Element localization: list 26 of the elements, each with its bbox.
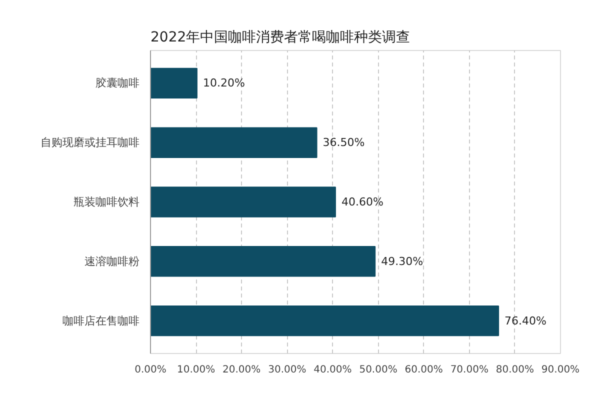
x-tick-label: 90.00% xyxy=(541,364,580,376)
y-tick-label: 胶囊咖啡 xyxy=(96,76,140,90)
x-tick-label: 20.00% xyxy=(222,364,261,376)
y-tick-label: 速溶咖啡粉 xyxy=(84,254,140,268)
x-tick-label: 60.00% xyxy=(404,364,443,376)
x-tick-label: 70.00% xyxy=(450,364,488,376)
y-tick-label: 瓶装咖啡饮料 xyxy=(74,196,140,208)
x-tick-label: 50.00% xyxy=(359,364,398,376)
bar xyxy=(150,246,376,277)
x-tick-label: 10.00% xyxy=(176,364,216,376)
data-label: 40.60% xyxy=(341,196,384,208)
data-label: 36.50% xyxy=(322,136,365,150)
bar xyxy=(150,305,500,336)
x-tick-label: 30.00% xyxy=(268,364,306,376)
chart-title: 2022年中国咖啡消费者常喝咖啡种类调查 xyxy=(150,30,410,46)
y-tick-label: 咖啡店在售咖啡 xyxy=(62,314,140,328)
bar xyxy=(150,186,336,218)
x-tick-label: 80.00% xyxy=(496,364,534,376)
y-tick-label: 自购现磨或挂耳咖啡 xyxy=(40,136,140,150)
bar xyxy=(150,68,198,99)
data-label: 49.30% xyxy=(381,254,424,268)
x-tick-label: 0.00% xyxy=(134,364,166,376)
data-label: 76.40% xyxy=(504,314,546,328)
x-tick-label: 40.00% xyxy=(314,364,352,376)
data-label: 10.20% xyxy=(202,76,245,90)
bar xyxy=(150,127,318,158)
